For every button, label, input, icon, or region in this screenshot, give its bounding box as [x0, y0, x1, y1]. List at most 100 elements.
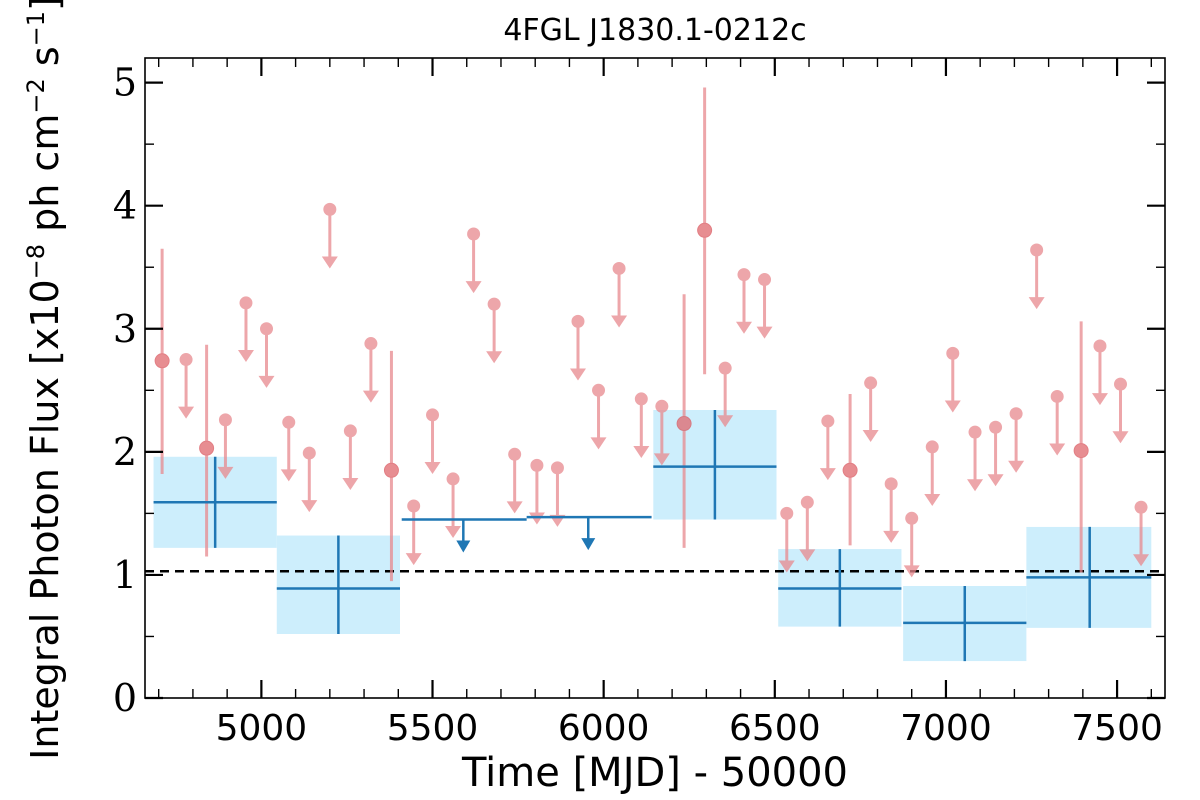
- short-bin-marker: [842, 462, 858, 478]
- upper-limit-arrow: [862, 430, 879, 442]
- upper-limit-arrow: [987, 474, 1004, 487]
- y-tick-label: 2: [113, 430, 137, 474]
- short-bin-marker: [864, 376, 878, 390]
- short-bin-upper-limit: [1008, 407, 1025, 473]
- short-bin-upper-limit: [903, 511, 920, 578]
- short-bin-upper-limit: [424, 408, 441, 474]
- y-axis-label-exponent: −2: [22, 78, 50, 113]
- short-bin-marker: [925, 440, 939, 454]
- y-axis-label-text: ]: [23, 0, 67, 11]
- short-bin-upper-limit: [1091, 339, 1108, 406]
- y-axis-label-exponent: −8: [22, 244, 50, 279]
- upper-limit-arrow: [799, 549, 816, 562]
- short-bin-marker: [1030, 243, 1044, 257]
- short-bin-upper-limit: [590, 383, 607, 450]
- short-bin-marker: [260, 322, 274, 336]
- upper-limit-arrow: [1049, 443, 1066, 456]
- short-bin-upper-limit: [362, 337, 379, 403]
- short-bin-upper-limit: [633, 392, 650, 458]
- x-axis-label: Time [MJD] - 50000: [461, 750, 848, 796]
- short-bin-marker: [218, 413, 232, 427]
- upper-limit-arrow: [569, 368, 586, 381]
- short-bin-marker: [383, 462, 399, 478]
- short-bin-upper-limit: [653, 399, 670, 466]
- short-bin-marker: [655, 399, 669, 413]
- short-bin-marker: [239, 296, 253, 310]
- upper-limit-arrow: [611, 315, 628, 328]
- upper-limit-arrow: [456, 540, 471, 553]
- short-bin-marker: [884, 477, 898, 491]
- long-bin-point: [653, 410, 777, 520]
- long-bin-point: [153, 456, 277, 548]
- short-bin-upper-limit: [1049, 389, 1066, 456]
- upper-limit-arrow: [486, 351, 503, 364]
- short-bin-marker: [571, 314, 585, 328]
- upper-limit-arrow: [528, 512, 545, 525]
- short-bin-upper-limit: [611, 261, 628, 328]
- short-bin-points: [154, 87, 1150, 582]
- short-bin-marker: [550, 461, 564, 475]
- upper-limit-arrow: [590, 437, 607, 450]
- chart-title: 4FGL J1830.1-0212c: [503, 13, 806, 48]
- short-bin-upper-limit: [321, 202, 338, 269]
- short-bin-marker: [364, 337, 378, 351]
- short-bin-upper-limit: [924, 440, 941, 506]
- upper-limit-arrow: [342, 478, 359, 490]
- short-bin-upper-limit: [342, 424, 359, 490]
- short-bin-upper-limit: [987, 420, 1004, 487]
- short-bin-upper-limit: [280, 415, 297, 482]
- upper-limit-arrow: [1133, 554, 1150, 567]
- short-bin-marker: [154, 353, 170, 369]
- upper-limit-arrow: [883, 530, 900, 543]
- x-tick-label: 7500: [1071, 708, 1163, 749]
- short-bin-detection: [842, 394, 858, 546]
- short-bin-upper-limit: [237, 296, 254, 362]
- short-bin-upper-limit: [778, 506, 795, 573]
- short-bin-marker: [508, 447, 522, 461]
- upper-limit-arrow: [967, 479, 984, 492]
- short-bin-marker: [737, 268, 751, 282]
- long-bin-points: [153, 410, 1152, 662]
- short-bin-marker: [800, 495, 814, 509]
- upper-limit-arrow: [258, 375, 275, 388]
- upper-limit-arrow: [633, 446, 650, 458]
- short-bin-upper-limit: [569, 314, 586, 381]
- short-bin-marker: [634, 392, 648, 406]
- short-bin-upper-limit: [1133, 500, 1150, 567]
- short-bin-marker: [1114, 377, 1128, 391]
- short-bin-upper-limit: [258, 322, 275, 388]
- short-bin-marker: [989, 420, 1003, 434]
- short-bin-marker: [821, 414, 835, 428]
- short-bin-marker: [323, 202, 337, 216]
- short-bin-marker: [780, 506, 794, 520]
- short-bin-upper-limit: [178, 353, 195, 419]
- upper-limit-arrow: [778, 560, 795, 573]
- x-tick-label: 6500: [729, 708, 821, 749]
- short-bin-upper-limit: [799, 495, 816, 562]
- short-bin-upper-limit: [717, 361, 734, 428]
- short-bin-marker: [592, 383, 606, 397]
- upper-limit-arrow: [280, 469, 297, 482]
- x-tick-label: 6000: [558, 708, 650, 749]
- y-tick-label: 5: [113, 61, 137, 105]
- short-bin-marker: [905, 511, 919, 525]
- short-bin-upper-limit: [944, 346, 961, 413]
- upper-limit-arrow: [819, 468, 836, 481]
- short-bin-upper-limit: [862, 376, 879, 442]
- short-bin-detection: [697, 87, 713, 375]
- upper-limit-arrow: [903, 565, 920, 578]
- upper-limit-arrow: [362, 390, 379, 403]
- upper-limit-arrow: [756, 326, 773, 339]
- short-bin-marker: [530, 458, 544, 472]
- short-bin-marker: [1093, 339, 1107, 353]
- upper-limit-arrow: [301, 500, 318, 513]
- short-bin-marker: [612, 261, 626, 275]
- short-bin-marker: [446, 472, 460, 486]
- short-bin-marker: [426, 408, 440, 422]
- short-bin-marker: [179, 353, 193, 367]
- short-bin-marker: [1134, 500, 1148, 514]
- short-bin-upper-limit: [486, 297, 503, 364]
- y-axis-label: Integral Photon Flux [x10−8 ph cm−2 s−1]: [22, 0, 67, 760]
- x-tick-label: 5500: [387, 708, 479, 749]
